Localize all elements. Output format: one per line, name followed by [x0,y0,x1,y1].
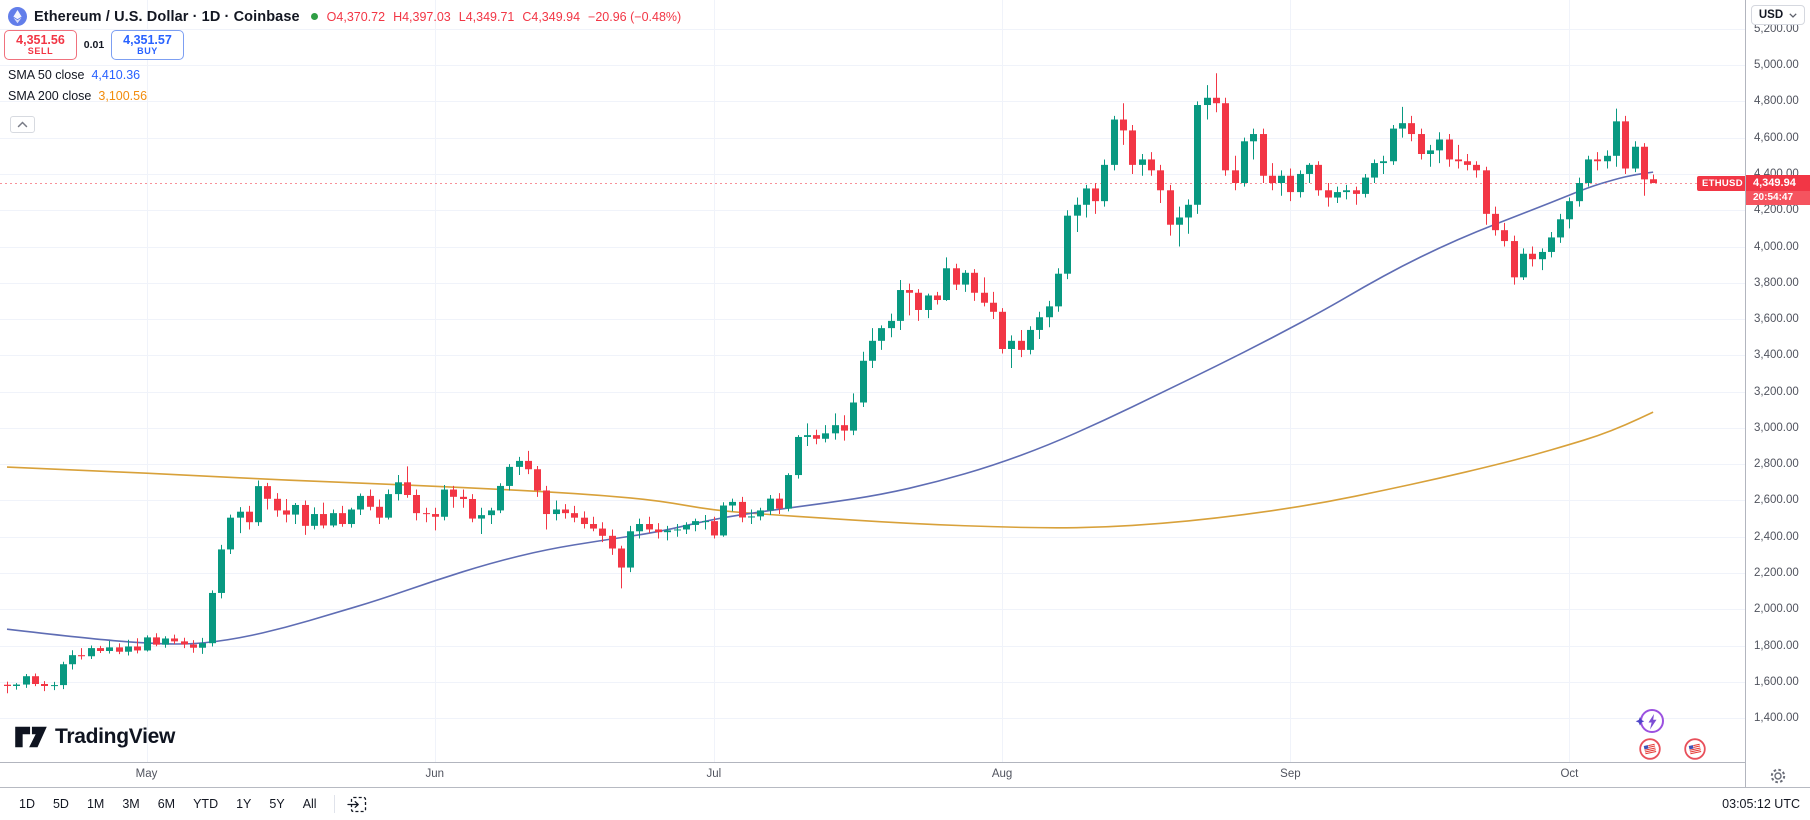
range-button-1m[interactable]: 1M [86,797,105,811]
axis-settings-gear-icon[interactable] [1769,767,1787,785]
collapse-legend-button[interactable] [10,116,35,133]
time-axis-label-may: May [135,768,158,780]
price-axis[interactable]: USD 5,200.00 5,000.00 4,800.00 4,600.00 4,40… [1745,0,1810,787]
symbol-price-badge: ETHUSD [1697,176,1748,191]
spread-value: 0.01 [83,39,105,51]
sell-button[interactable]: 4,351.56 SELL [4,30,77,60]
range-button-5d[interactable]: 5D [52,797,69,811]
bar-countdown: 20:54:47 [1746,191,1810,205]
range-button-3m[interactable]: 3M [122,797,140,811]
clock-utc[interactable]: 03:05:12 UTC [1722,797,1800,811]
symbol-title[interactable]: Ethereum / U.S. Dollar · 1D · Coinbase [34,8,300,25]
price-axis-label: 3,200.00 [1754,385,1799,398]
price-axis-label: 5,000.00 [1754,59,1799,72]
price-axis-label: 4,800.00 [1754,95,1799,108]
price-axis-label: 3,400.00 [1754,349,1799,362]
range-button-6m[interactable]: 6M [157,797,176,811]
indicator-sma50[interactable]: SMA 50 close 4,410.36 [8,68,140,82]
sma50-name: SMA 50 close [8,68,85,82]
tradingview-logo[interactable]: TradingView [14,724,175,750]
time-axis[interactable]: May Jun Jul Aug Sep Oct [0,762,1810,788]
last-price-axis-label: 4,349.94 20:54:47 [1746,175,1810,205]
price-axis-label: 2,600.00 [1754,494,1799,507]
price-axis-label: 2,000.00 [1754,603,1799,616]
economic-event-us-flag-icon[interactable] [1684,738,1706,760]
ohlc-part: O4,370.72 [326,9,386,24]
price-axis-label: 1,800.00 [1754,639,1799,652]
ethereum-icon [8,7,27,26]
price-axis-label: 3,000.00 [1754,421,1799,434]
range-button-ytd[interactable]: YTD [193,797,219,811]
economic-event-us-flag-icon[interactable] [1639,738,1661,760]
price-axis-label: 4,600.00 [1754,131,1799,144]
price-axis-label: 4,000.00 [1754,240,1799,253]
price-axis-label: 1,400.00 [1754,712,1799,725]
range-button-all[interactable]: All [302,797,317,811]
ohlc-part: C4,349.94 [522,9,581,24]
ohlc-values: O4,370.72 H4,397.03 L4,349.71 C4,349.94 −20.… [327,10,682,24]
market-status-dot[interactable] [310,13,318,20]
time-axis-label-jul: Jul [706,768,722,780]
price-axis-label: 1,600.00 [1754,675,1799,688]
indicator-sma200[interactable]: SMA 200 close 3,100.56 [8,89,147,103]
sma200-name: SMA 200 close [8,89,92,103]
bottom-toolbar: 1D 5D 1M 3M 6M YTD 1Y 5Y All 03:05:12 UTC [0,787,1810,820]
volatility-event-icon[interactable] [1634,706,1666,736]
sell-price: 4,351.56 [16,32,65,47]
currency-label: USD [1758,9,1784,21]
go-to-date-icon [346,796,366,812]
currency-selector[interactable]: USD [1751,5,1805,25]
chevron-down-icon [1789,12,1797,18]
price-axis-label: 2,800.00 [1754,458,1799,471]
price-axis-label: 2,200.00 [1754,566,1799,579]
range-button-1d[interactable]: 1D [19,797,35,811]
last-price-value: 4,349.94 [1746,175,1810,191]
ohlc-part: H4,397.03 [393,9,451,24]
price-axis-label: 2,400.00 [1754,530,1799,543]
time-axis-label-sep: Sep [1280,768,1301,780]
toolbar-divider [333,795,335,813]
ohlc-part: L4,349.71 [458,9,515,24]
price-axis-label: 3,800.00 [1754,276,1799,289]
date-range-buttons: 1D 5D 1M 3M 6M YTD 1Y 5Y All [10,793,326,815]
chevron-up-icon [17,121,28,128]
symbol-legend: Ethereum / U.S. Dollar · 1D · Coinbase O… [8,7,681,26]
price-axis-label: 3,600.00 [1754,313,1799,326]
buy-label: BUY [137,45,158,56]
go-to-date-button[interactable] [343,793,372,816]
buy-button[interactable]: 4,351.57 BUY [111,30,184,60]
ohlc-part: −20.96 (−0.48%) [588,9,682,24]
sell-label: SELL [27,45,54,56]
range-button-5y[interactable]: 5Y [269,797,285,811]
time-axis-label-aug: Aug [991,768,1013,780]
time-axis-label-jun: Jun [425,768,445,780]
buy-price: 4,351.57 [123,32,172,47]
price-axis-label: 5,200.00 [1754,22,1799,35]
range-button-1y[interactable]: 1Y [236,797,252,811]
chart-pane: Ethereum / U.S. Dollar · 1D · Coinbase O… [0,0,1748,762]
tradingview-logo-text: TradingView [55,725,176,748]
time-axis-label-oct: Oct [1560,768,1579,780]
price-axis-label: 4,200.00 [1754,204,1799,217]
order-panel: 4,351.56 SELL 0.01 4,351.57 BUY [4,30,184,60]
sma50-value: 4,410.36 [91,68,141,82]
price-chart-canvas[interactable] [0,0,1745,762]
tradingview-logo-icon [15,726,47,748]
sma200-value: 3,100.56 [98,89,148,103]
